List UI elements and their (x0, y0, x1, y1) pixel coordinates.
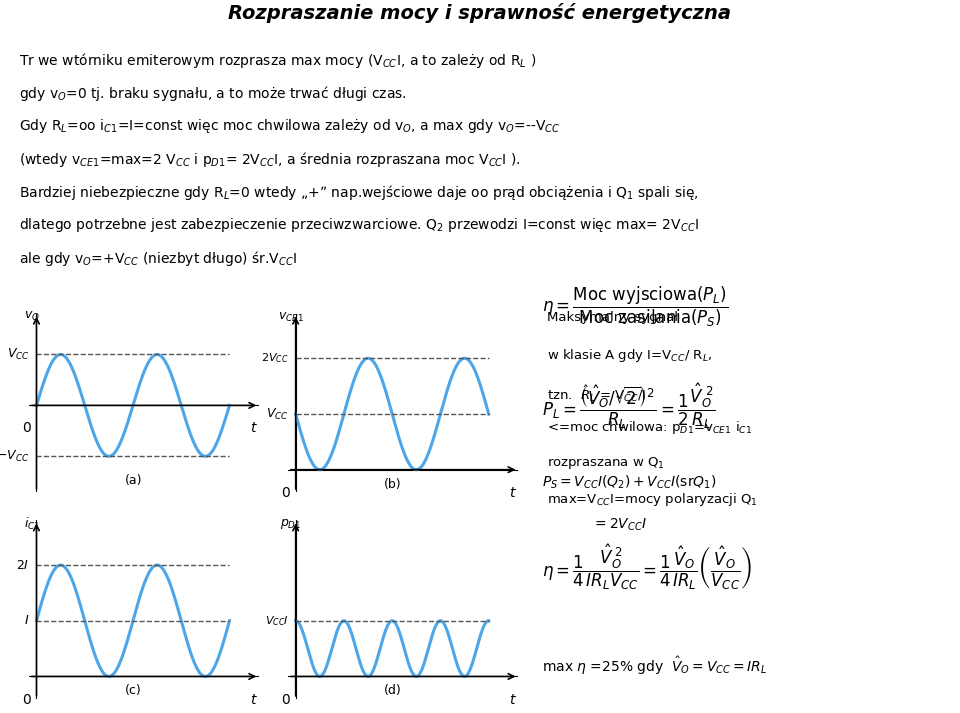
Text: $P_S = V_{CC}I(Q_2) + V_{CC}I(\mathrm{sr}Q_1)$: $P_S = V_{CC}I(Q_2) + V_{CC}I(\mathrm{sr… (542, 473, 717, 491)
Text: 0: 0 (22, 692, 31, 707)
Text: tzn.  $\hat{R}_L$ = V$_{CC}$/I: tzn. $\hat{R}_L$ = V$_{CC}$/I (547, 384, 646, 404)
Text: Rozpraszanie mocy i sprawność energetyczna: Rozpraszanie mocy i sprawność energetycz… (228, 3, 732, 23)
Text: rozpraszana w Q$_1$: rozpraszana w Q$_1$ (547, 455, 665, 471)
Text: ale gdy v$_O$=+V$_{CC}$ (niezbyt długo) śr.V$_{CC}$I: ale gdy v$_O$=+V$_{CC}$ (niezbyt długo) … (19, 249, 298, 267)
Text: Maksymalny sygnał: Maksymalny sygnał (547, 312, 678, 324)
Text: t: t (250, 692, 255, 707)
Text: $2I$: $2I$ (16, 558, 30, 572)
Text: (wtedy v$_{CE1}$=max=2 V$_{CC}$ i p$_{D1}$= 2V$_{CC}$I, a średnia rozpraszana mo: (wtedy v$_{CE1}$=max=2 V$_{CC}$ i p$_{D1… (19, 150, 520, 169)
Text: 0: 0 (281, 486, 290, 500)
Text: max=V$_{CC}$I=mocy polaryzacji Q$_1$: max=V$_{CC}$I=mocy polaryzacji Q$_1$ (547, 491, 758, 508)
Text: $V_{CC}I$: $V_{CC}I$ (265, 614, 289, 627)
Text: t: t (509, 486, 515, 500)
Text: $\eta = \dfrac{1}{4}\dfrac{\hat{V}_O^{\ 2}}{IR_L V_{CC}} = \dfrac{1}{4}\dfrac{\h: $\eta = \dfrac{1}{4}\dfrac{\hat{V}_O^{\ … (542, 542, 753, 592)
Text: <=moc chwilowa: p$_{D1}$=v$_{CE1}$ i$_{C1}$: <=moc chwilowa: p$_{D1}$=v$_{CE1}$ i$_{C… (547, 419, 753, 436)
Text: (d): (d) (384, 684, 401, 697)
Text: (b): (b) (384, 478, 401, 491)
Text: 0: 0 (281, 692, 290, 707)
Text: $i_{C1}$: $i_{C1}$ (24, 516, 40, 533)
Text: Bardziej niebezpieczne gdy R$_L$=0 wtedy „+” nap.wejściowe daje oo prąd obciążen: Bardziej niebezpieczne gdy R$_L$=0 wtedy… (19, 183, 699, 202)
Text: $v_O$: $v_O$ (24, 309, 39, 323)
Text: t: t (509, 692, 515, 707)
Text: $I$: $I$ (24, 615, 30, 627)
Text: $v_{CE1}$: $v_{CE1}$ (278, 311, 304, 324)
Text: dlatego potrzebne jest zabezpieczenie przeciwzwarciowe. Q$_2$ przewodzi I=const : dlatego potrzebne jest zabezpieczenie pr… (19, 215, 699, 234)
Text: $\eta = \dfrac{\mathrm{Moc\ wyjsciowa}(P_L)}{\mathrm{Moc\ zasilania}(P_S)}$: $\eta = \dfrac{\mathrm{Moc\ wyjsciowa}(P… (542, 285, 729, 329)
Text: 0: 0 (22, 421, 31, 436)
Text: Gdy R$_L$=oo i$_{C1}$=I=const więc moc chwilowa zależy od v$_O$, a max gdy v$_O$: Gdy R$_L$=oo i$_{C1}$=I=const więc moc c… (19, 117, 561, 135)
Text: $P_L = \dfrac{\left(\hat{V}_O/\sqrt{2}\right)^2}{R_L} = \dfrac{1}{2}\dfrac{\hat{: $P_L = \dfrac{\left(\hat{V}_O/\sqrt{2}\r… (542, 381, 715, 431)
Text: (a): (a) (125, 474, 142, 487)
Text: Tr we wtórniku emiterowym rozprasza max mocy (V$_{CC}$I, a to zależy od R$_L$ ): Tr we wtórniku emiterowym rozprasza max … (19, 51, 537, 70)
Text: $p_{D1}$: $p_{D1}$ (280, 518, 301, 531)
Text: gdy v$_O$=0 tj. braku sygnału, a to może trwać długi czas.: gdy v$_O$=0 tj. braku sygnału, a to może… (19, 84, 407, 103)
Text: max $\eta$ =25% gdy  $\hat{V}_O = V_{CC} = IR_L$: max $\eta$ =25% gdy $\hat{V}_O = V_{CC} … (542, 655, 768, 677)
Text: w klasie A gdy I=V$_{CC}$/ R$_L$,: w klasie A gdy I=V$_{CC}$/ R$_L$, (547, 347, 712, 364)
Text: $-V_{CC}$: $-V_{CC}$ (0, 448, 30, 464)
Text: t: t (250, 421, 255, 436)
Text: $V_{CC}$: $V_{CC}$ (7, 347, 30, 362)
Text: $2V_{CC}$: $2V_{CC}$ (261, 352, 289, 365)
Text: $V_{CC}$: $V_{CC}$ (266, 406, 289, 421)
Text: (c): (c) (125, 684, 142, 697)
Text: $= 2V_{CC}I$: $= 2V_{CC}I$ (592, 516, 647, 533)
